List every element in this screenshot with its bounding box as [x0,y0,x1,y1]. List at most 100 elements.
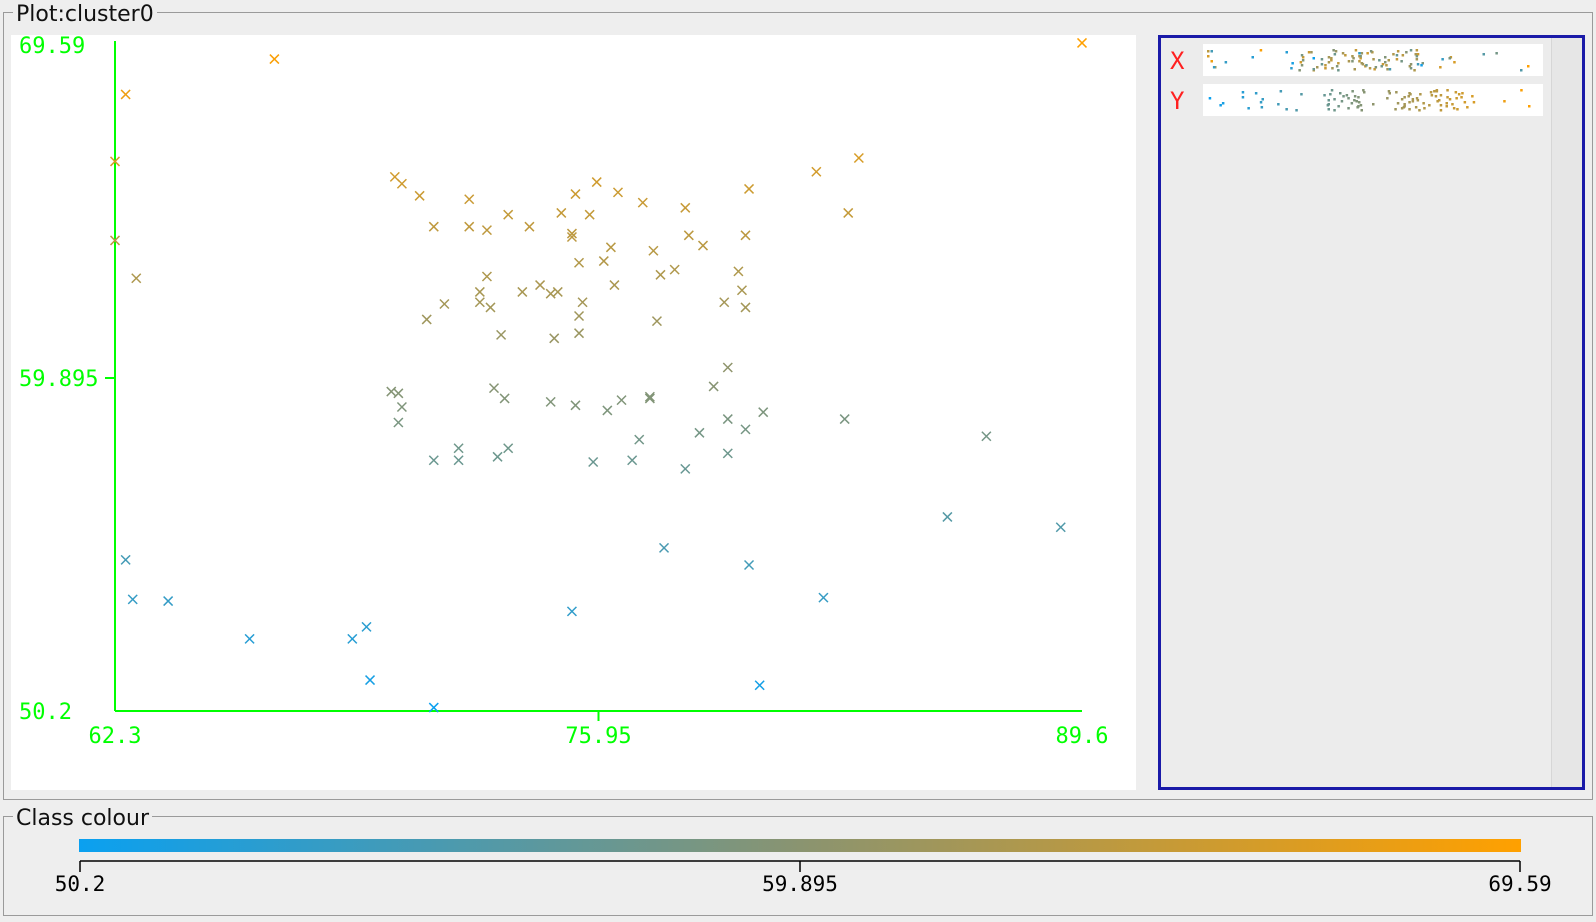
data-point [818,592,829,603]
mini-point [1387,59,1390,62]
data-point [464,221,475,232]
data-point [634,434,645,445]
data-point [733,266,744,277]
mini-point [1457,93,1461,96]
data-point [644,393,655,404]
side-panel-scrollbar[interactable] [1551,38,1582,787]
y-tick-label: 50.2 [19,700,72,725]
y-tick-label: 59.895 [19,367,98,392]
data-point [496,329,507,340]
mini-point [1360,52,1364,55]
data-point [605,242,616,253]
mini-point [1386,68,1389,71]
mini-point [1445,105,1448,108]
mini-point [1261,98,1264,101]
mini-point [1463,101,1467,104]
data-point [393,417,404,428]
mini-point [1331,67,1334,70]
mini-point [1374,66,1378,69]
mini-point [1396,102,1400,105]
mini-point [1385,64,1388,67]
mini-plot-y[interactable] [1203,84,1543,116]
data-point [744,183,755,194]
data-point [602,405,613,416]
mini-point [1446,96,1449,99]
mini-point [1251,56,1254,59]
data-point [722,448,733,459]
mini-point [1358,60,1361,63]
mini-point [1259,101,1263,104]
data-point [453,455,464,466]
mini-point [1460,96,1463,99]
mini-point [1435,89,1439,92]
data-point [488,383,500,394]
mini-point [1365,64,1368,67]
data-point [549,333,560,344]
mini-point [1247,107,1250,110]
mini-point [1326,104,1330,107]
mini-point [1300,93,1303,96]
data-point [680,463,691,474]
mini-point [1333,98,1336,101]
mini-point [1324,64,1327,67]
scatter-plot-area[interactable]: 50.2 59.895 69.59 62.3 75.95 89.6 [11,34,1136,790]
data-point [722,362,733,373]
mini-point [1327,61,1331,64]
mini-point [1384,56,1387,59]
data-point [609,280,620,291]
mini-point [1527,65,1530,68]
mini-point [1254,92,1258,95]
mini-point [1320,63,1324,66]
data-point [396,401,407,413]
projection-panel[interactable]: X Y [1158,35,1585,790]
mini-point [1408,108,1411,111]
mini-point [1355,100,1358,103]
mini-point [1330,59,1333,62]
mini-point [1351,60,1354,63]
mini-point [1224,61,1228,64]
mini-point [1352,57,1355,60]
data-point [648,245,659,256]
mini-point [1482,53,1485,56]
data-point [694,427,705,438]
data-point [942,511,953,522]
data-point [573,257,585,268]
data-point [853,152,864,164]
data-point [428,702,439,713]
mini-point [1448,98,1452,101]
mini-point [1388,68,1392,71]
mini-point [1422,102,1425,105]
data-point [109,156,121,167]
data-point [598,256,609,267]
data-point [524,221,535,232]
data-point [545,288,556,299]
mini-point [1310,51,1313,54]
data-point [474,297,485,308]
colour-scale-axis: 50.2 59.895 69.59 [55,860,1552,895]
mini-point [1363,91,1366,94]
mini-point [1358,101,1361,104]
mini-point [1429,91,1433,94]
data-point [584,209,595,220]
mini-point [1353,99,1356,102]
data-point [464,194,475,205]
mini-plot-x[interactable] [1203,44,1543,76]
mini-point [1312,57,1315,60]
mini-point [1207,50,1210,53]
data-point [485,302,496,313]
mini-point [1277,103,1280,106]
data-point [535,280,546,291]
mini-point [1400,107,1404,110]
mini-point [1351,55,1354,58]
mini-point [1285,108,1288,111]
data-point [347,633,358,644]
mini-point [1402,106,1406,109]
mini-point [1208,97,1212,100]
data-point [428,455,439,466]
data-point [163,596,174,607]
mini-point [1290,67,1293,70]
mini-point [1342,95,1345,98]
mini-point [1409,93,1412,96]
mini-point [1466,106,1469,109]
mini-point [1354,49,1358,52]
